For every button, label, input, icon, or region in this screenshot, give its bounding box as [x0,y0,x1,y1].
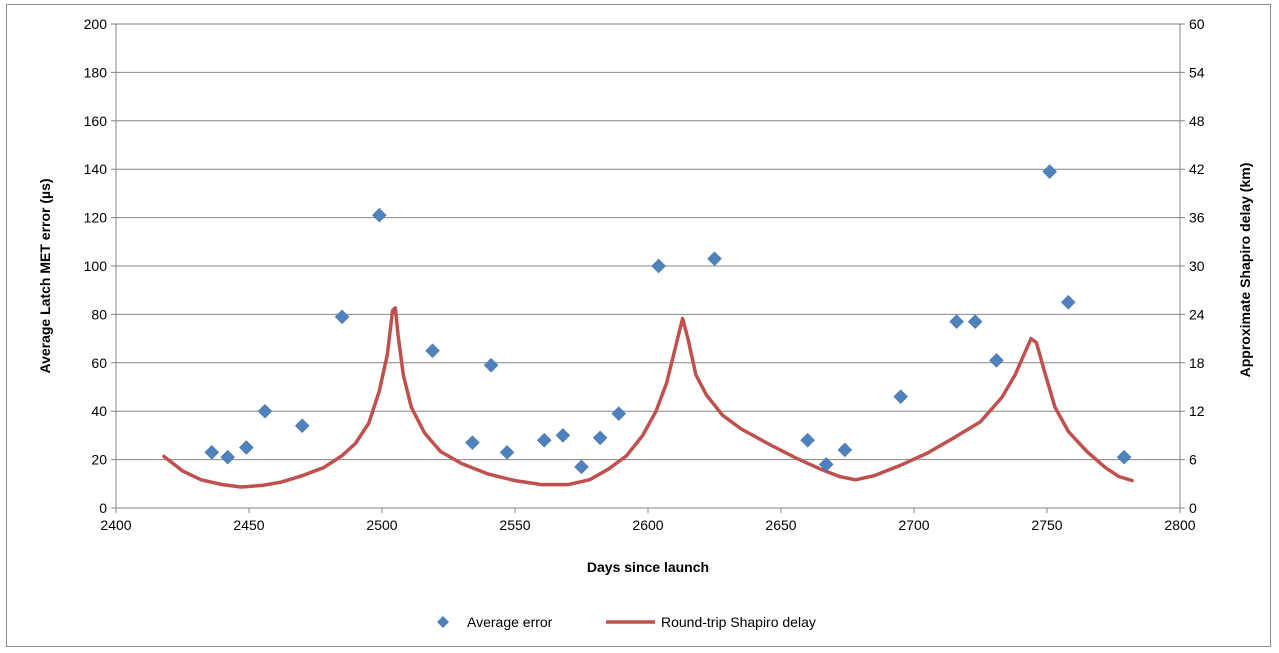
y2-tick-label: 24 [1189,306,1205,322]
data-point [1060,294,1076,310]
data-point [800,432,815,448]
shapiro-delay-line [162,306,1134,489]
y2-tick-label: 6 [1189,452,1197,468]
data-point [818,457,834,472]
y-tick-label: 80 [91,306,107,322]
data-point [371,207,387,223]
y-tick-label: 200 [84,16,108,32]
data-point [257,403,273,419]
data-point [220,449,236,465]
y-tick-label: 20 [91,452,107,468]
legend-label-shapiro-delay: Round-trip Shapiro delay [661,614,816,630]
y2-tick-label: 0 [1189,500,1197,516]
data-point [499,444,515,460]
x-tick-label: 2650 [765,517,796,533]
y-tick-label: 160 [84,113,108,129]
y2-tick-label: 42 [1189,161,1205,177]
y2-tick-label: 60 [1189,16,1205,32]
data-point [204,444,220,460]
chart-frame [6,4,1271,647]
x-tick-label: 2750 [1031,517,1062,533]
data-point [1042,164,1058,179]
tick-labels: 0 20 40 60 80 100 120 140 160 180 200 0 6 12 18 24 30 36 4… [84,16,1205,533]
shapiro-delay-line-layer [162,306,1134,489]
data-point [574,459,589,475]
x-tick-label: 2600 [632,517,663,533]
x-tick-label: 2550 [499,517,530,533]
data-point [334,309,350,325]
data-point [651,258,666,274]
gridlines [116,23,1180,461]
y-tick-label: 40 [91,403,107,419]
data-point [989,353,1004,368]
x-tick-label: 2450 [233,517,264,533]
data-point [294,418,310,434]
data-point [1116,449,1132,465]
data-point [611,406,627,421]
x-tick-label: 2700 [898,517,929,533]
data-point [425,343,440,359]
data-point [555,428,571,443]
data-point [238,440,254,455]
data-point [465,435,480,451]
data-point [536,432,552,448]
data-point [837,442,853,458]
y2-tick-label: 30 [1189,258,1205,274]
y-tick-label: 100 [84,258,108,274]
y2-tick-label: 36 [1189,210,1205,226]
y-tick-label: 120 [84,210,108,226]
y-tick-label: 60 [91,355,107,371]
y2-tick-label: 18 [1189,355,1205,371]
data-point [967,314,983,330]
axes [111,23,1185,513]
legend-diamond-icon [437,616,449,628]
data-point [483,357,499,373]
y2-tick-label: 54 [1189,64,1205,80]
y-axis-title: Average Latch MET error (µs) [37,178,53,373]
y-tick-label: 0 [99,500,107,516]
x-axis-title: Days since launch [587,559,709,575]
legend-label-average-error: Average error [467,614,553,630]
average-error-marker-layer [204,164,1132,475]
data-point [893,389,909,405]
x-tick-label: 2500 [366,517,397,533]
x-tick-label: 2800 [1164,517,1195,533]
y-tick-label: 140 [84,161,108,177]
x-tick-label: 2400 [100,517,131,533]
y2-tick-label: 48 [1189,113,1205,129]
legend: Average error Round-trip Shapiro delay [437,614,816,630]
data-point [949,314,964,330]
y2-axis-title: Approximate Shapiro delay (km) [1237,163,1253,378]
y-tick-label: 180 [84,64,108,80]
data-point [707,251,722,267]
data-point [592,430,608,446]
y2-tick-label: 12 [1189,403,1205,419]
